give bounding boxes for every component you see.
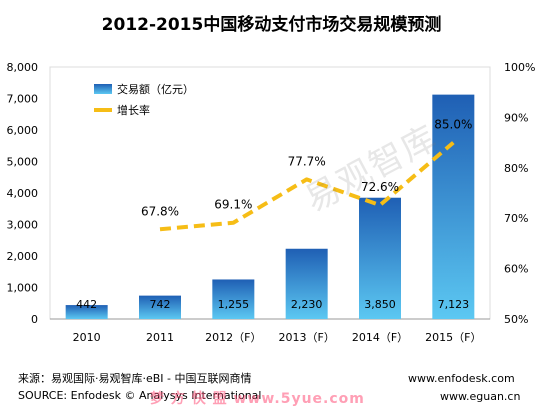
left-axis: 0 1,000 2,000 3,000 4,000 5,000 6,000 7,000 8,00… xyxy=(7,61,39,326)
bar xyxy=(212,279,255,319)
url-enfodesk: www.enfodesk.com xyxy=(408,372,515,385)
growth-value-label: 72.6% xyxy=(361,180,399,194)
legend: 交易额（亿元） 增长率 xyxy=(94,82,194,117)
left-axis-tick-label: 8,000 xyxy=(7,61,39,74)
bar xyxy=(139,295,181,319)
left-axis-tick-label: 7,000 xyxy=(7,93,39,106)
bar xyxy=(285,248,328,319)
url-eguan: www.eguan.cn xyxy=(440,390,521,403)
x-axis-tick-label: 2011 xyxy=(146,331,174,344)
growth-value-label: 67.8% xyxy=(141,204,179,218)
x-axis-tick-label: 2010 xyxy=(73,331,101,344)
bar-value-label: 742 xyxy=(150,298,171,311)
bar xyxy=(432,94,475,319)
bar-value-label: 1,255 xyxy=(218,298,250,311)
right-axis-tick-label: 90% xyxy=(504,111,528,124)
right-axis-tick-label: 60% xyxy=(504,263,528,276)
growth-value-label: 69.1% xyxy=(214,198,252,212)
growth-line xyxy=(159,141,455,232)
legend-label-line: 增长率 xyxy=(117,103,150,117)
site-watermark: 梦 方 快 盟 www.5yue.com xyxy=(150,391,365,407)
bar-value-label: 442 xyxy=(76,298,97,311)
bar-value-label: 3,850 xyxy=(364,298,396,311)
source-en: SOURCE: Enfodesk © Analysys Internationa… xyxy=(18,389,262,402)
left-axis-tick-label: 0 xyxy=(31,313,38,326)
left-axis-tick-label: 3,000 xyxy=(7,219,39,232)
legend-swatch-bar xyxy=(94,84,112,94)
growth-value-label: 85.0% xyxy=(434,118,472,132)
right-axis-tick-label: 50% xyxy=(504,313,528,326)
growth-labels: 67.8% 69.1% 77.7% 72.6% 85.0% xyxy=(141,118,472,219)
x-axis-tick-label: 2015（F） xyxy=(425,331,481,344)
left-axis-tick-label: 1,000 xyxy=(7,282,39,295)
legend-label-bar: 交易额（亿元） xyxy=(117,82,194,96)
bar xyxy=(359,197,401,319)
x-axis-tick-label: 2013（F） xyxy=(279,331,335,344)
x-axis-tick-label: 2012（F） xyxy=(205,331,261,344)
x-axis-tick-label: 2014（F） xyxy=(352,331,408,344)
chart-title: 2012-2015中国移动支付市场交易规模预测 xyxy=(101,15,442,35)
right-axis: 50% 60% 70% 80% 90% 100% xyxy=(504,61,535,326)
bar-series xyxy=(65,94,475,319)
left-axis-tick-label: 6,000 xyxy=(7,124,39,137)
growth-value-label: 77.7% xyxy=(288,154,326,168)
bar-value-label: 7,123 xyxy=(438,298,470,311)
left-axis-tick-label: 4,000 xyxy=(7,187,39,200)
x-axis-labels: 2010 2011 2012（F） 2013（F） 2014（F） 2015（F） xyxy=(73,331,482,344)
source-cn: 来源：易观国际·易观智库·eBI - 中国互联网商情 xyxy=(18,372,252,385)
right-axis-tick-label: 100% xyxy=(504,61,535,74)
left-axis-tick-label: 2,000 xyxy=(7,250,39,263)
right-axis-tick-label: 70% xyxy=(504,212,528,225)
right-axis-tick-label: 80% xyxy=(504,162,528,175)
bar xyxy=(65,305,108,319)
bar-labels: 442 742 1,255 2,230 3,850 7,123 xyxy=(76,298,469,311)
growth-line-series xyxy=(159,141,455,232)
left-axis-tick-label: 5,000 xyxy=(7,156,39,169)
bar-value-label: 2,230 xyxy=(291,298,323,311)
plot-area xyxy=(49,66,491,320)
